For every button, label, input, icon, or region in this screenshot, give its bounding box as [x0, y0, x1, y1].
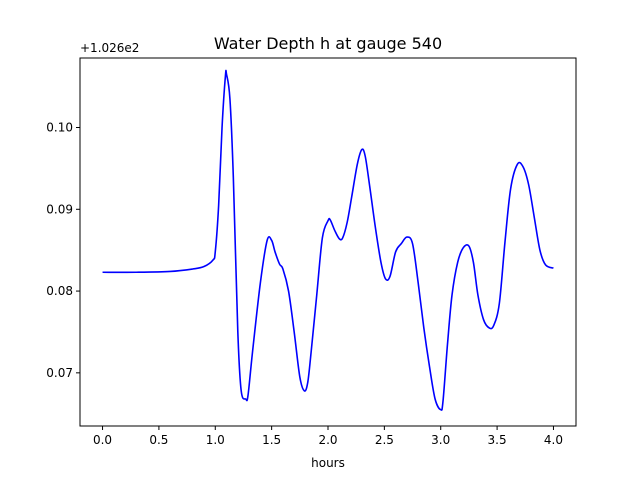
x-tick-label: 3.0: [431, 433, 450, 447]
y-tick-label: 0.10: [46, 121, 73, 135]
x-tick-label: 0.5: [149, 433, 168, 447]
y-axis-offset-label: +1.026e2: [80, 41, 139, 55]
x-tick-label: 3.5: [488, 433, 507, 447]
x-tick-label: 1.0: [206, 433, 225, 447]
y-tick-label: 0.08: [46, 284, 73, 298]
x-tick-label: 2.5: [375, 433, 394, 447]
series-line-0: [102, 69, 554, 411]
y-tick-label: 0.07: [46, 366, 73, 380]
plot-area: 0.0 0.5 1.0 1.5 2.0 2.5 3.0 3.5 4.0 0.07 0.08 0.09 0…: [46, 57, 577, 447]
x-tick-label: 0.0: [93, 433, 112, 447]
x-tick-label: 4.0: [544, 433, 563, 447]
chart-title: Water Depth h at gauge 540: [214, 34, 442, 53]
y-tick-label: 0.09: [46, 202, 73, 216]
x-tick-label: 2.0: [318, 433, 337, 447]
x-tick-label: 1.5: [262, 433, 281, 447]
x-axis-label: hours: [311, 456, 345, 470]
